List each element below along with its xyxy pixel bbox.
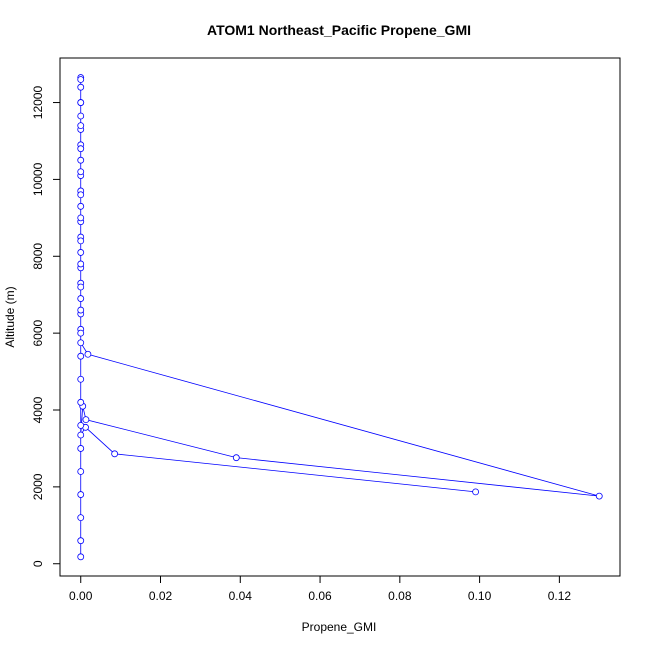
data-point [77, 329, 85, 337]
data-point [77, 122, 85, 130]
x-tick-label: 0.12 [548, 589, 572, 603]
data-point [77, 237, 85, 245]
data-point [77, 156, 85, 164]
y-tick-label: 6000 [31, 319, 45, 346]
plot-frame [59, 57, 621, 577]
data-point [77, 491, 85, 498]
data-point [77, 214, 85, 222]
data-point [77, 76, 85, 83]
data-point [84, 350, 92, 358]
y-tick-label: 0 [31, 560, 45, 567]
data-point [77, 537, 85, 545]
data-point [77, 398, 85, 406]
data-point [77, 112, 85, 120]
data-point [77, 339, 85, 347]
data-point [77, 249, 85, 256]
data-point [77, 83, 85, 91]
data-point [77, 445, 85, 452]
x-axis-label: Propene_GMI [302, 620, 377, 634]
data-point [77, 260, 85, 268]
data-point [111, 450, 119, 458]
data-point [77, 431, 85, 439]
x-tick-label: 0.02 [149, 589, 173, 603]
data-point [77, 306, 85, 314]
data-point [77, 99, 85, 106]
data-point [77, 514, 85, 522]
data-point [472, 488, 480, 496]
data-point [77, 168, 85, 176]
data-point [77, 352, 85, 360]
y-axis-label: Altitude (m) [3, 286, 17, 347]
x-tick-label: 0.10 [468, 589, 492, 603]
data-point [77, 145, 85, 153]
x-tick-label: 0.08 [388, 589, 412, 603]
data-point [77, 191, 85, 199]
chart-title: ATOM1 Northeast_Pacific Propene_GMI [207, 22, 471, 38]
y-tick-label: 8000 [31, 243, 45, 270]
data-point [82, 416, 90, 424]
y-tick-label: 12000 [31, 86, 45, 120]
data-point [77, 283, 85, 291]
y-tick-label: 4000 [31, 396, 45, 423]
data-point [595, 492, 603, 500]
data-point [77, 375, 85, 383]
data-point [77, 295, 85, 302]
data-point [77, 421, 85, 429]
data-point [232, 454, 240, 462]
y-tick-label: 2000 [31, 473, 45, 500]
x-tick-label: 0.04 [229, 589, 253, 603]
y-tick-label: 10000 [31, 162, 45, 196]
data-point [77, 202, 85, 210]
x-tick-label: 0.06 [308, 589, 332, 603]
data-point [77, 468, 85, 475]
data-point [77, 553, 85, 561]
x-tick-label: 0.00 [69, 589, 93, 603]
